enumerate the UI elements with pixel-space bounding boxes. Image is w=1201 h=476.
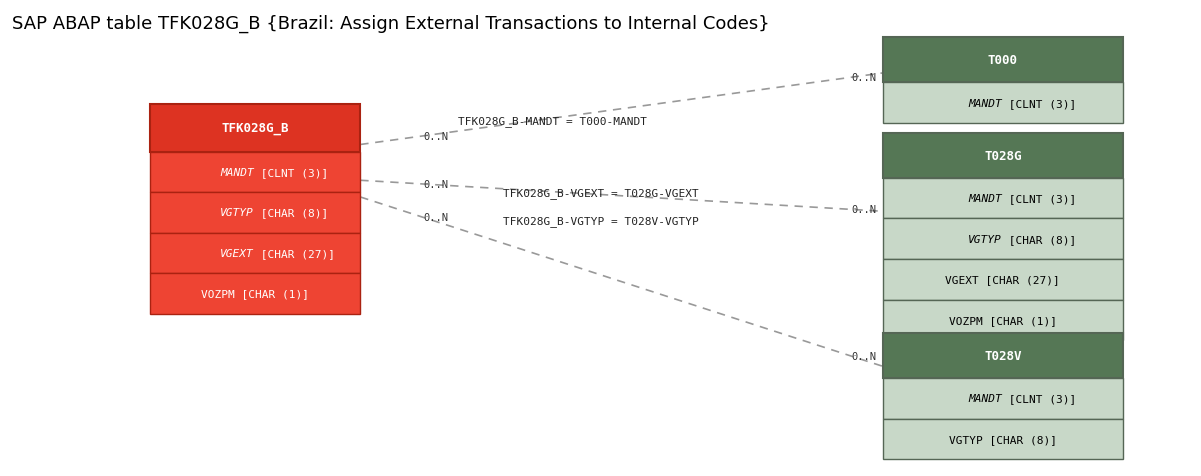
Bar [883, 133, 1123, 178]
Text: 0..N: 0..N [852, 73, 877, 83]
Text: VGEXT: VGEXT [220, 248, 255, 258]
Text: TFK028G_B-VGEXT = T028G-VGEXT: TFK028G_B-VGEXT = T028G-VGEXT [503, 188, 698, 198]
Text: 0..N: 0..N [423, 213, 448, 223]
Bar [883, 259, 1123, 300]
Text: TFK028G_B: TFK028G_B [221, 122, 289, 135]
Bar [150, 274, 360, 314]
Bar [150, 105, 360, 152]
Text: 0..N: 0..N [852, 205, 877, 215]
Text: MANDT: MANDT [968, 394, 1002, 404]
Text: [CLNT (3)]: [CLNT (3)] [255, 168, 328, 178]
Bar [883, 219, 1123, 259]
Text: 0..N: 0..N [852, 351, 877, 361]
Bar [883, 38, 1123, 83]
Text: SAP ABAP table TFK028G_B {Brazil: Assign External Transactions to Internal Codes: SAP ABAP table TFK028G_B {Brazil: Assign… [12, 14, 770, 32]
Text: 0..N: 0..N [423, 179, 448, 189]
Text: MANDT: MANDT [220, 168, 255, 178]
Text: VOZPM [CHAR (1)]: VOZPM [CHAR (1)] [202, 289, 309, 299]
Bar [150, 193, 360, 233]
Text: VGTYP [CHAR (8)]: VGTYP [CHAR (8)] [949, 434, 1057, 444]
Bar [883, 378, 1123, 419]
Text: 0..N: 0..N [423, 132, 448, 141]
Bar [883, 300, 1123, 340]
Text: T028G: T028G [984, 149, 1022, 162]
Text: [CHAR (27)]: [CHAR (27)] [255, 248, 335, 258]
Bar [883, 333, 1123, 378]
Text: VGEXT [CHAR (27)]: VGEXT [CHAR (27)] [945, 275, 1060, 285]
Bar [150, 152, 360, 193]
Bar [883, 83, 1123, 124]
Text: [CHAR (8)]: [CHAR (8)] [255, 208, 328, 218]
Text: [CLNT (3)]: [CLNT (3)] [1002, 99, 1076, 109]
Text: T000: T000 [988, 54, 1017, 67]
Bar [150, 233, 360, 274]
Text: T028V: T028V [984, 349, 1022, 362]
Text: MANDT: MANDT [968, 194, 1002, 204]
Bar [883, 178, 1123, 219]
Text: TFK028G_B-VGTYP = T028V-VGTYP: TFK028G_B-VGTYP = T028V-VGTYP [503, 216, 698, 227]
Text: MANDT: MANDT [968, 99, 1002, 109]
Text: VOZPM [CHAR (1)]: VOZPM [CHAR (1)] [949, 315, 1057, 325]
Text: [CLNT (3)]: [CLNT (3)] [1002, 394, 1076, 404]
Text: [CLNT (3)]: [CLNT (3)] [1002, 194, 1076, 204]
Bar [883, 419, 1123, 459]
Text: [CHAR (8)]: [CHAR (8)] [1002, 234, 1076, 244]
Text: TFK028G_B-MANDT = T000-MANDT: TFK028G_B-MANDT = T000-MANDT [458, 116, 647, 127]
Text: VGTYP: VGTYP [220, 208, 255, 218]
Text: VGTYP: VGTYP [968, 234, 1002, 244]
